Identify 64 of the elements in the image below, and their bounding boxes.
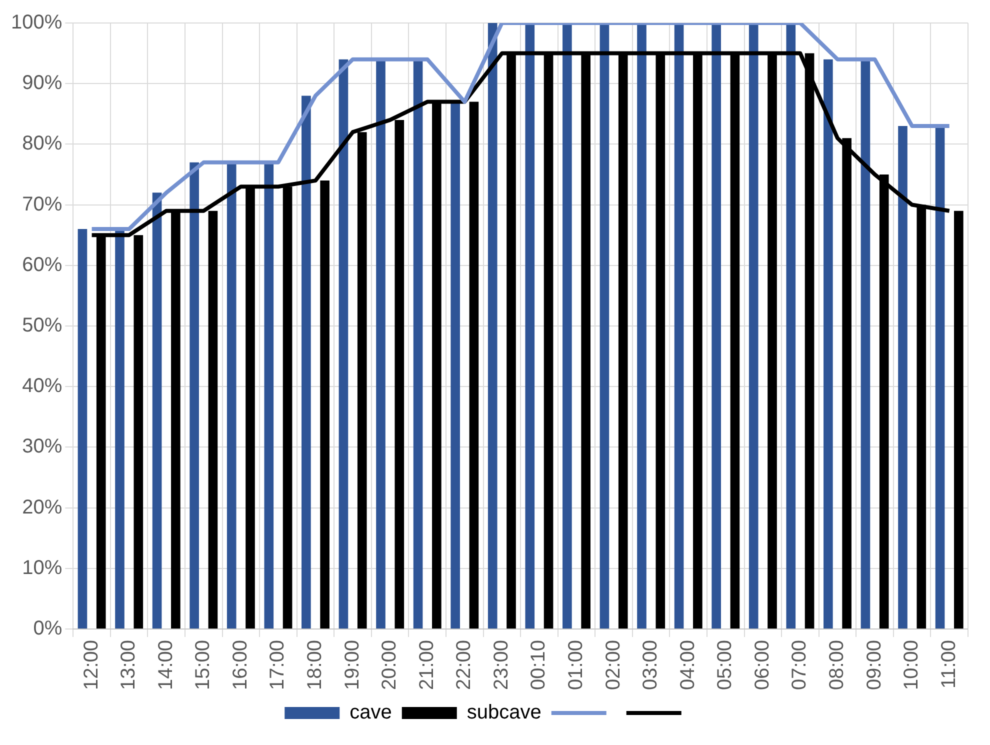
bar	[898, 126, 908, 628]
y-tick-label: 10%	[22, 556, 62, 579]
legend-label: subcave	[466, 702, 542, 724]
bar	[712, 23, 721, 628]
x-tick-label: 16:00	[229, 640, 252, 690]
y-tick-label: 70%	[22, 193, 62, 216]
bar	[264, 162, 274, 628]
bar	[320, 180, 330, 628]
bar	[674, 23, 684, 628]
legend-label: cave	[350, 702, 392, 724]
bar	[935, 126, 945, 628]
y-tick-label: 80%	[22, 132, 62, 155]
y-tick-label: 20%	[22, 496, 62, 518]
y-tick-label: 0%	[33, 617, 62, 640]
bar	[190, 162, 199, 628]
bar	[115, 229, 124, 628]
bar	[786, 23, 796, 628]
x-tick-label: 17:00	[266, 640, 289, 690]
x-tick-label: 01:00	[565, 640, 588, 690]
x-tick-label: 03:00	[640, 640, 662, 690]
x-tick-label: 11:00	[938, 640, 960, 689]
x-tick-label: 13:00	[118, 640, 140, 690]
x-tick-label: 20:00	[378, 640, 401, 690]
x-tick-label: 15:00	[192, 640, 214, 690]
bar	[338, 59, 348, 628]
bar	[600, 23, 610, 628]
bar	[860, 59, 870, 628]
bar	[78, 229, 88, 628]
x-tick-label: 21:00	[416, 640, 438, 690]
bar	[226, 162, 236, 628]
bar	[954, 210, 964, 628]
x-tick-label: 10:00	[900, 640, 923, 690]
x-tick-label: 04:00	[676, 640, 699, 690]
bar	[469, 102, 479, 628]
x-tick-label: 14:00	[154, 640, 177, 690]
bar	[152, 192, 162, 628]
x-tick-label: 05:00	[714, 640, 736, 690]
bar	[302, 96, 311, 628]
bar	[748, 23, 758, 628]
x-tick-label: 19:00	[341, 640, 364, 690]
y-tick-label: 50%	[22, 314, 62, 336]
x-tick-label: 02:00	[602, 640, 624, 690]
x-tick-label: 22:00	[453, 640, 476, 690]
y-tick-label: 30%	[22, 436, 62, 458]
bar	[488, 23, 498, 628]
y-tick-label: 90%	[22, 72, 62, 94]
x-tick-label: 18:00	[304, 640, 326, 690]
bar	[376, 59, 386, 628]
y-tick-label: 100%	[10, 12, 62, 34]
x-tick-label: 07:00	[788, 640, 811, 690]
y-tick-label: 60%	[22, 254, 62, 276]
bar	[413, 59, 423, 628]
x-tick-label: 00:10	[528, 640, 550, 690]
bar	[824, 59, 833, 628]
bar	[450, 102, 460, 628]
x-tick-label: 08:00	[826, 640, 848, 690]
y-tick-label: 40%	[22, 375, 62, 398]
bar	[525, 23, 535, 628]
bar	[562, 23, 572, 628]
x-tick-label: 09:00	[863, 640, 886, 690]
bar	[637, 23, 646, 628]
x-tick-label: 12:00	[80, 640, 102, 690]
x-tick-label: 06:00	[751, 640, 774, 690]
x-tick-label: 23:00	[490, 640, 512, 690]
